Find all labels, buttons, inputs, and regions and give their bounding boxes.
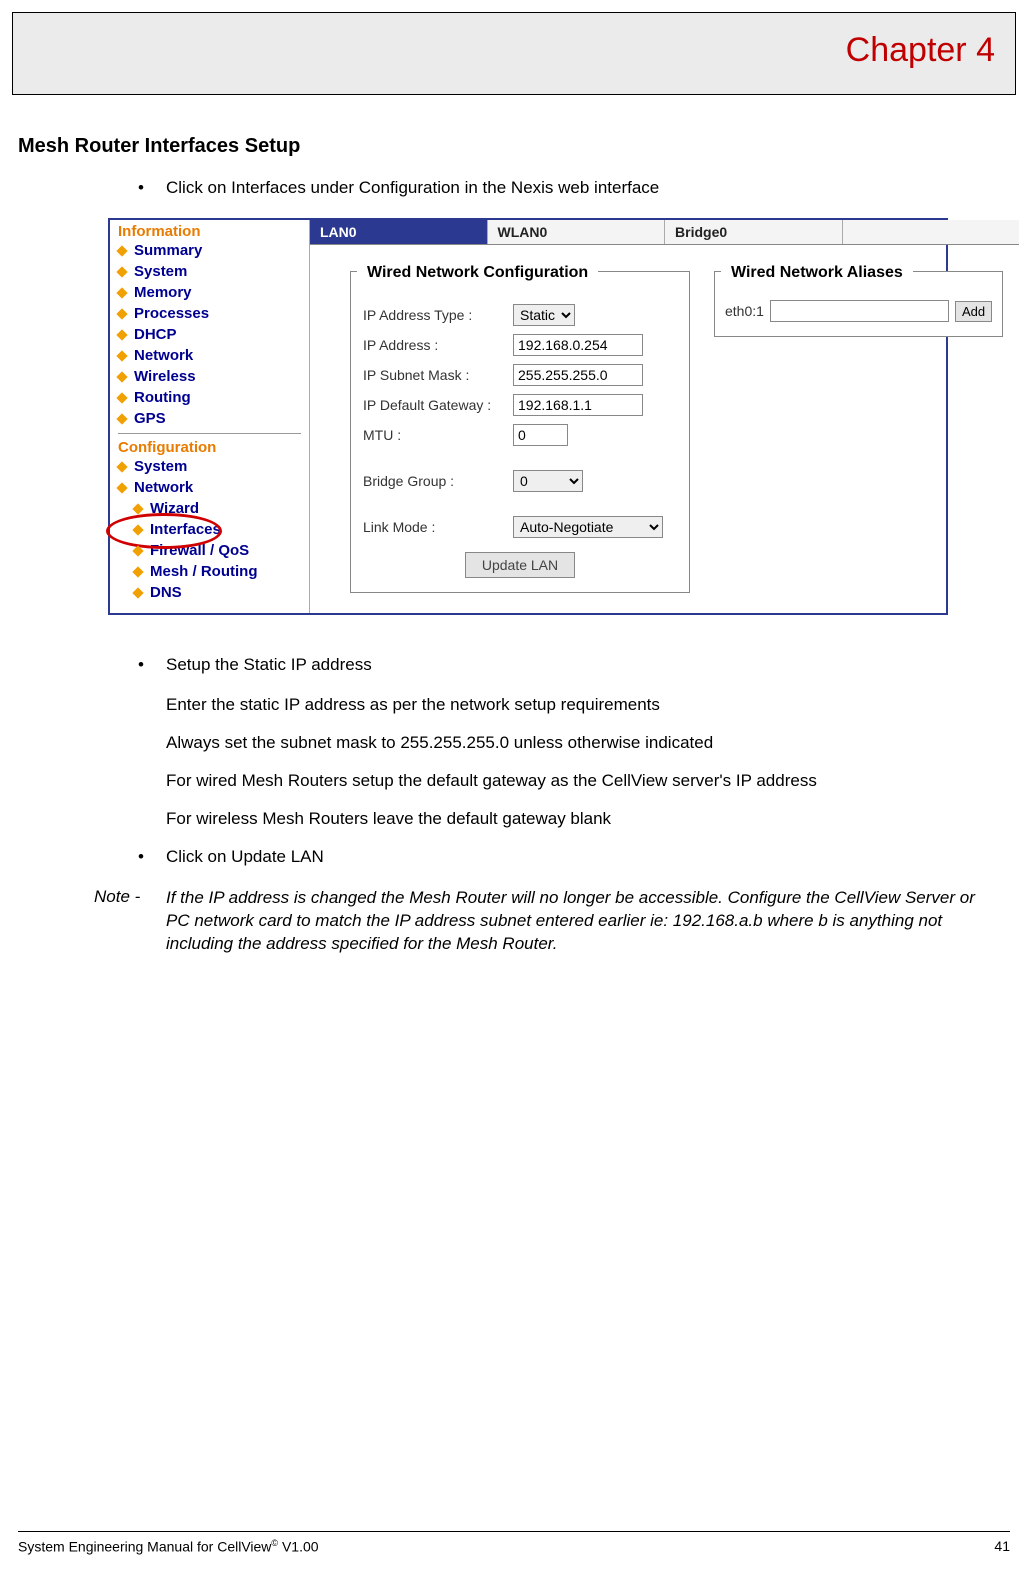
nav-item-dhcp[interactable]: DHCP bbox=[110, 324, 309, 345]
diamond-icon bbox=[132, 545, 143, 556]
tab-empty[interactable] bbox=[843, 220, 1020, 244]
nav-item-dns[interactable]: DNS bbox=[110, 582, 309, 603]
sub-text: Always set the subnet mask to 255.255.25… bbox=[166, 733, 988, 753]
tab-bar: LAN0 WLAN0 Bridge0 bbox=[310, 220, 1019, 245]
footer-left: System Engineering Manual for CellView© … bbox=[18, 1538, 319, 1555]
diamond-icon bbox=[116, 245, 127, 256]
diamond-icon bbox=[116, 461, 127, 472]
tab-wlan0[interactable]: WLAN0 bbox=[488, 220, 666, 244]
page-number: 41 bbox=[994, 1538, 1010, 1555]
wired-config-panel: Wired Network Configuration IP Address T… bbox=[350, 271, 690, 593]
chapter-title: Chapter 4 bbox=[846, 31, 995, 69]
nav-item-routing[interactable]: Routing bbox=[110, 387, 309, 408]
nav-item-summary[interactable]: Summary bbox=[110, 240, 309, 261]
nav-item-wizard[interactable]: Wizard bbox=[110, 498, 309, 519]
nav-item-mesh-routing[interactable]: Mesh / Routing bbox=[110, 561, 309, 582]
nav-item-network[interactable]: Network bbox=[110, 345, 309, 366]
page-footer: System Engineering Manual for CellView© … bbox=[18, 1531, 1010, 1555]
sub-text: Enter the static IP address as per the n… bbox=[166, 695, 988, 715]
nav-item-cfg-system[interactable]: System bbox=[110, 456, 309, 477]
note-label: Note - bbox=[94, 887, 166, 956]
panel-title: Wired Network Configuration bbox=[357, 260, 598, 288]
bullet-item: • Click on Interfaces under Configuratio… bbox=[138, 178, 988, 198]
diamond-icon bbox=[116, 371, 127, 382]
nav-item-wireless[interactable]: Wireless bbox=[110, 366, 309, 387]
bullet-text: Click on Interfaces under Configuration … bbox=[166, 178, 659, 198]
tab-bridge0[interactable]: Bridge0 bbox=[665, 220, 843, 244]
label-mtu: MTU : bbox=[363, 427, 513, 443]
bullet-icon: • bbox=[138, 847, 166, 867]
nav-item-processes[interactable]: Processes bbox=[110, 303, 309, 324]
bullet-text: Setup the Static IP address bbox=[166, 655, 372, 675]
select-link-mode[interactable]: Auto-Negotiate bbox=[513, 516, 663, 538]
nav-section-information: Information bbox=[110, 220, 309, 240]
diamond-icon bbox=[116, 350, 127, 361]
panel-title: Wired Network Aliases bbox=[721, 260, 913, 288]
wired-aliases-panel: Wired Network Aliases eth0:1 Add bbox=[714, 271, 1003, 337]
diamond-icon bbox=[116, 329, 127, 340]
section-heading: Mesh Router Interfaces Setup bbox=[18, 135, 988, 158]
diamond-icon bbox=[116, 266, 127, 277]
label-bridge-group: Bridge Group : bbox=[363, 473, 513, 489]
note-row: Note - If the IP address is changed the … bbox=[94, 887, 988, 956]
nav-item-system[interactable]: System bbox=[110, 261, 309, 282]
diamond-icon bbox=[116, 482, 127, 493]
label-link-mode: Link Mode : bbox=[363, 519, 513, 535]
diamond-icon bbox=[132, 524, 143, 535]
diamond-icon bbox=[116, 392, 127, 403]
input-alias[interactable] bbox=[770, 300, 949, 322]
input-subnet[interactable] bbox=[513, 364, 643, 386]
nav-item-firewall-qos[interactable]: Firewall / QoS bbox=[110, 540, 309, 561]
input-mtu[interactable] bbox=[513, 424, 568, 446]
update-lan-button[interactable]: Update LAN bbox=[465, 552, 575, 578]
select-bridge-group[interactable]: 0 bbox=[513, 470, 583, 492]
add-alias-button[interactable]: Add bbox=[955, 301, 992, 322]
bullet-item: • Click on Update LAN bbox=[138, 847, 988, 867]
label-ip-type: IP Address Type : bbox=[363, 307, 513, 323]
bullet-icon: • bbox=[138, 655, 166, 675]
diamond-icon bbox=[132, 566, 143, 577]
nav-divider bbox=[118, 433, 301, 434]
input-gateway[interactable] bbox=[513, 394, 643, 416]
label-subnet: IP Subnet Mask : bbox=[363, 367, 513, 383]
note-text: If the IP address is changed the Mesh Ro… bbox=[166, 887, 988, 956]
diamond-icon bbox=[132, 587, 143, 598]
diamond-icon bbox=[116, 287, 127, 298]
screenshot-figure: Information Summary System Memory Proces… bbox=[108, 218, 948, 615]
bullet-item: • Setup the Static IP address bbox=[138, 655, 988, 675]
chapter-header: Chapter 4 bbox=[12, 12, 1016, 95]
diamond-icon bbox=[132, 503, 143, 514]
bullet-icon: • bbox=[138, 178, 166, 198]
select-ip-type[interactable]: Static bbox=[513, 304, 575, 326]
diamond-icon bbox=[116, 413, 127, 424]
nav-item-cfg-network[interactable]: Network bbox=[110, 477, 309, 498]
bullet-text: Click on Update LAN bbox=[166, 847, 324, 867]
nav-section-configuration: Configuration bbox=[110, 436, 309, 456]
sub-text: For wired Mesh Routers setup the default… bbox=[166, 771, 988, 791]
main-pane: LAN0 WLAN0 Bridge0 Wired Network Configu… bbox=[310, 220, 1019, 613]
nav-item-gps[interactable]: GPS bbox=[110, 408, 309, 429]
tab-lan0[interactable]: LAN0 bbox=[310, 220, 488, 244]
alias-label: eth0:1 bbox=[725, 303, 764, 319]
nav-item-memory[interactable]: Memory bbox=[110, 282, 309, 303]
label-gateway: IP Default Gateway : bbox=[363, 397, 513, 413]
nav-item-interfaces[interactable]: Interfaces bbox=[110, 519, 309, 540]
label-ip-address: IP Address : bbox=[363, 337, 513, 353]
sub-text: For wireless Mesh Routers leave the defa… bbox=[166, 809, 988, 829]
nav-sidebar: Information Summary System Memory Proces… bbox=[110, 220, 310, 613]
diamond-icon bbox=[116, 308, 127, 319]
input-ip-address[interactable] bbox=[513, 334, 643, 356]
